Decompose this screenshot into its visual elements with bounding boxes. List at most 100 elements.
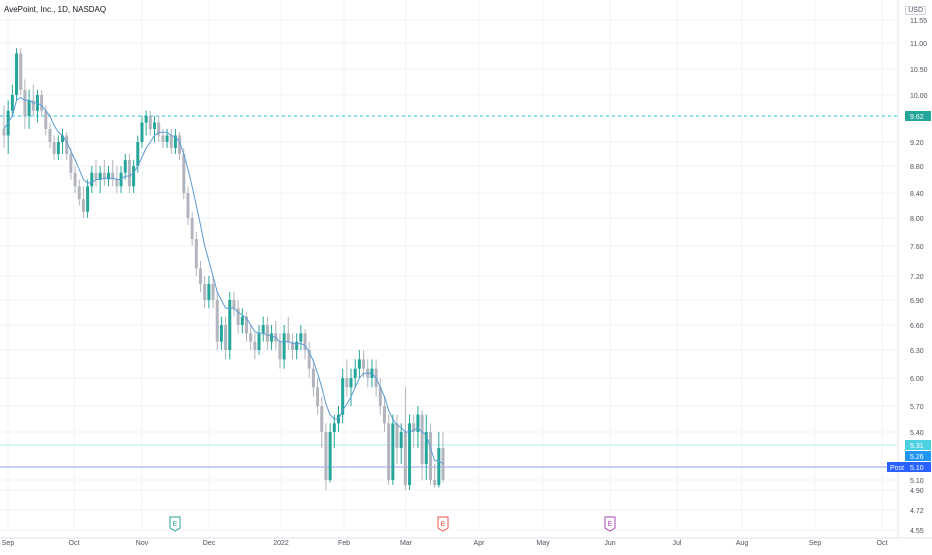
candle xyxy=(428,423,432,485)
y-tick-label: 8.40 xyxy=(910,191,924,198)
earnings-marker[interactable]: E xyxy=(437,516,449,532)
candle xyxy=(132,160,136,193)
post-label-text: Post xyxy=(890,465,904,472)
candle xyxy=(15,48,19,101)
earnings-marker-shape xyxy=(437,516,449,532)
candle xyxy=(412,414,416,448)
y-tick-label: 9.20 xyxy=(910,140,924,147)
earnings-marker[interactable]: E xyxy=(604,516,616,532)
candle xyxy=(199,261,203,292)
candle-body xyxy=(408,423,412,485)
candle-body xyxy=(403,432,407,485)
candle-body xyxy=(290,341,294,350)
candle-body xyxy=(186,193,190,218)
price-tag-post-bg xyxy=(905,462,931,472)
candle xyxy=(286,316,290,350)
candle xyxy=(341,368,345,424)
x-tick-label: Sep xyxy=(2,540,15,547)
candle-body xyxy=(19,53,23,90)
candle-body xyxy=(424,432,428,464)
candle-body xyxy=(378,387,382,406)
candle-body xyxy=(153,122,157,129)
candle xyxy=(328,423,332,483)
candle-body xyxy=(44,110,48,129)
candle-body xyxy=(357,359,361,369)
candle-body xyxy=(144,116,148,123)
gridlines xyxy=(0,0,897,531)
candle-body xyxy=(303,333,307,350)
candle xyxy=(224,316,228,360)
earnings-marker-shape xyxy=(169,516,181,532)
candle-body xyxy=(140,122,144,142)
candle-body xyxy=(211,284,215,300)
candle xyxy=(261,316,265,342)
candle-body xyxy=(27,100,31,116)
candle-body xyxy=(433,480,437,485)
candle-body xyxy=(161,135,165,142)
candle-body xyxy=(295,341,299,350)
candle xyxy=(299,325,303,350)
candle xyxy=(19,48,23,95)
candle xyxy=(140,116,144,148)
candle xyxy=(77,179,81,206)
candle-body xyxy=(52,142,56,154)
candle xyxy=(316,378,320,415)
candle-body xyxy=(194,239,198,269)
candle-body xyxy=(316,387,320,406)
candle xyxy=(94,160,98,187)
x-tick-label: Jul xyxy=(673,540,682,547)
candle-body xyxy=(132,166,136,187)
candle xyxy=(324,423,328,490)
candle xyxy=(416,406,420,448)
candle-body xyxy=(311,368,315,388)
candle xyxy=(153,116,157,142)
candle xyxy=(40,89,44,116)
candle xyxy=(65,132,69,160)
y-tick-label: 11.55 xyxy=(910,18,927,25)
candle-body xyxy=(282,333,286,360)
candle xyxy=(441,432,445,483)
y-tick-label: 11.00 xyxy=(910,41,927,48)
candle-body xyxy=(136,142,140,166)
candle-body xyxy=(69,154,73,173)
candle xyxy=(399,423,403,464)
candle-body xyxy=(123,160,127,173)
candle xyxy=(169,129,173,154)
candle xyxy=(395,414,399,464)
candle-body xyxy=(382,406,386,424)
candle xyxy=(207,276,211,309)
candle-body xyxy=(270,333,274,342)
candle-body xyxy=(299,333,303,342)
candle-body xyxy=(416,414,420,432)
candle-body xyxy=(224,325,228,350)
y-tick-label: 8.80 xyxy=(910,164,924,171)
x-tick-label: Oct xyxy=(69,540,80,547)
candle xyxy=(61,129,65,154)
candle-body xyxy=(349,378,353,388)
candle xyxy=(219,316,223,350)
candle-body xyxy=(412,423,416,432)
y-tick-label: 6.30 xyxy=(910,348,924,355)
candle-body xyxy=(165,135,169,142)
candle xyxy=(437,432,441,488)
currency-label[interactable]: USD xyxy=(905,6,926,15)
candle-body xyxy=(232,300,236,309)
candle-body xyxy=(182,154,186,193)
y-tick-label: 8.00 xyxy=(910,216,924,223)
earnings-marker[interactable]: E xyxy=(169,516,181,532)
price-tag-last-text: 5.26 xyxy=(910,454,924,461)
candle-body xyxy=(90,172,94,187)
candle xyxy=(211,276,215,309)
candle-body xyxy=(253,341,257,350)
candle xyxy=(190,211,194,246)
price-tag-upper-bg xyxy=(905,440,931,450)
price-tag-upper-text: 5.31 xyxy=(910,443,924,450)
candle-body xyxy=(341,378,345,415)
price-tag-dashed-text: 9.62 xyxy=(910,114,924,121)
x-axis-labels: Sep Oct Nov Dec 2022 Feb Mar Apr May Jun Jul Aug Sep… xyxy=(2,540,888,547)
y-tick-label: 4.72 xyxy=(910,508,924,515)
candle-body xyxy=(261,325,265,334)
candle xyxy=(403,387,407,490)
